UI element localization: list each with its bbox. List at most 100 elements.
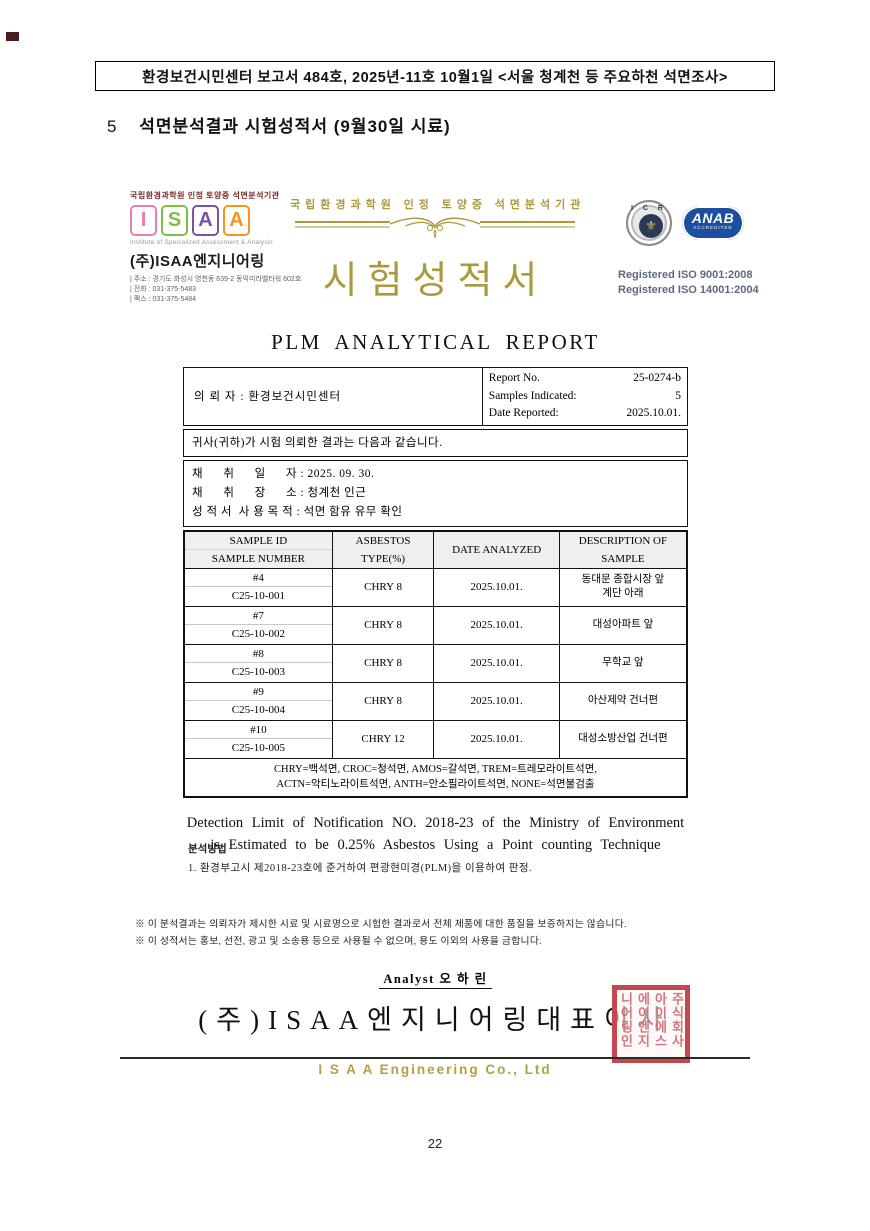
report-info-table: 의 뢰 자 : 환경보건시민센터 Report No. 25-0274-b Sa… xyxy=(183,367,688,426)
detection-line-2: is Estimated to be 0.25% Asbestos Using … xyxy=(210,837,661,854)
stamp-col: 에이엔지 xyxy=(635,992,651,1048)
sample-id: #9 xyxy=(185,683,332,701)
date-analyzed: 2025.10.01. xyxy=(433,605,560,645)
corner-mark xyxy=(6,32,19,41)
header-asbestos-type: ASBESTOS TYPE(%) xyxy=(331,530,435,569)
sample-number: C25-10-002 xyxy=(231,628,285,640)
analysis-method: 분석방법 1. 환경부고시 제2018-23호에 준거하여 편광현미경(PLM)… xyxy=(188,841,532,875)
stamp-col: 니어링인 xyxy=(618,992,634,1048)
samples-label: Samples Indicated: xyxy=(488,389,577,402)
results-table: SAMPLE ID SAMPLE NUMBER ASBESTOS TYPE(%)… xyxy=(183,529,688,798)
header-description: DESCRIPTION OF SAMPLE xyxy=(558,530,688,569)
date-reported-label: Date Reported: xyxy=(488,407,559,419)
table-row: #7 C25-10-002 CHRY 8 2025.10.01. 대성아파트 앞 xyxy=(183,605,688,645)
sample-number: C25-10-001 xyxy=(231,590,285,602)
sample-description: 대성소방산업 건너편 xyxy=(558,719,688,759)
date-analyzed: 2025.10.01. xyxy=(433,567,560,607)
ceo-signature: (주)ISAA엔지니어링대표이사 xyxy=(198,1005,672,1035)
report-no-row: Report No. 25-0274-b xyxy=(489,370,681,388)
legend-row: CHRY=백석면, CROC=청석면, AMOS=갈석면, TREM=트레모라이… xyxy=(183,757,688,798)
isaa-letter-s: S xyxy=(161,205,188,236)
report-no-value: 25-0274-b xyxy=(633,372,681,384)
intro-statement: 귀사(귀하)가 시험 의뢰한 결과는 다음과 같습니다. xyxy=(183,428,688,457)
results-header-row: SAMPLE ID SAMPLE NUMBER ASBESTOS TYPE(%)… xyxy=(183,530,688,569)
section-heading: 5 석면분석결과 시험성적서 (9월30일 시료) xyxy=(107,112,451,137)
sample-description: 아산제약 건너편 xyxy=(558,681,688,721)
sample-description: 동대문 종합시장 앞 계단 아래 xyxy=(558,567,688,607)
certificate-header: 국립환경과학원 인정 토양중 석면분석기관 시험성적서 xyxy=(290,196,580,304)
certificate-accreditation: 국립환경과학원 인정 토양중 석면분석기관 xyxy=(290,199,586,211)
date-analyzed: 2025.10.01. xyxy=(433,719,560,759)
section-title: 석면분석결과 시험성적서 (9월30일 시료) xyxy=(139,117,451,136)
isaa-letter-a1: A xyxy=(192,205,219,236)
asbestos-type: CHRY 8 xyxy=(331,567,435,607)
icr-emblem-icon: I C R ⚜ xyxy=(626,200,672,246)
isaa-letter-i: I xyxy=(130,205,157,236)
disclaimer-notes: ※ 이 분석결과는 의뢰자가 제시한 시료 및 시료명으로 시험한 결과로서 전… xyxy=(135,916,740,950)
isaa-fax: | 팩스 : 031-375-5484 xyxy=(130,296,197,304)
date-reported-value: 2025.10.01. xyxy=(626,407,681,419)
corporate-seal-stamp: 주식회사 아이에스 에이엔지 니어링인 xyxy=(612,985,690,1063)
isaa-logo-block: 국립환경과학원 인정 토양중 석면분석기관 I S A A Institute … xyxy=(130,190,310,305)
legend-line-1: CHRY=백석면, CROC=청석면, AMOS=갈석면, TREM=트레모라이… xyxy=(274,763,597,775)
sample-id: #8 xyxy=(185,645,332,663)
sample-description: 무학교 앞 xyxy=(558,643,688,683)
date-analyzed: 2025.10.01. xyxy=(433,681,560,721)
isaa-logo: I S A A xyxy=(130,205,310,236)
stamp-col: 아이에스 xyxy=(652,992,668,1048)
stamp-col: 주식회사 xyxy=(669,992,685,1048)
report-purpose: 성 적 서 사 용 목 적 : 석면 함유 유무 확인 xyxy=(192,505,403,518)
client-cell: 의 뢰 자 : 환경보건시민센터 xyxy=(184,368,483,425)
table-row: #4 C25-10-001 CHRY 8 2025.10.01. 동대문 종합시… xyxy=(183,567,688,607)
samples-value: 5 xyxy=(675,389,681,402)
footer-company-name: I S A A Engineering Co., Ltd xyxy=(318,1062,552,1077)
iso-registration: Registered ISO 9001:2008 Registered ISO … xyxy=(618,268,778,298)
signature-wrap: (주)ISAA엔지니어링대표이사 xyxy=(60,998,810,1037)
method-line: 1. 환경부고시 제2018-23호에 준거하여 편광현미경(PLM)을 이용하… xyxy=(188,863,533,874)
asbestos-type: CHRY 8 xyxy=(331,681,435,721)
asbestos-type: CHRY 8 xyxy=(331,643,435,683)
isaa-contact-info: | 주소 : 경기도 화성시 영천동 639-2 동익미라벨타워 602호 | … xyxy=(130,275,310,305)
disclaimer-note-1: ※ 이 분석결과는 의뢰자가 제시한 시료 및 시료명으로 시험한 결과로서 전… xyxy=(135,919,627,930)
anab-logo-icon: ANAB ACCREDITED xyxy=(682,206,744,240)
date-analyzed: 2025.10.01. xyxy=(433,643,560,683)
sample-number: C25-10-004 xyxy=(231,704,285,716)
isaa-subtitle: Institute of Specialized Assessment & An… xyxy=(130,239,273,246)
table-row: #8 C25-10-003 CHRY 8 2025.10.01. 무학교 앞 xyxy=(183,643,688,683)
analyst-line-wrap: Analyst 오 하 린 xyxy=(183,968,688,989)
isaa-accreditation-caption: 국립환경과학원 인정 토양중 석면분석기관 xyxy=(130,191,280,200)
sample-id: #4 xyxy=(185,569,332,587)
footer-divider xyxy=(120,1057,750,1059)
sample-id: #10 xyxy=(185,721,332,739)
report-meta-cell: Report No. 25-0274-b Samples Indicated: … xyxy=(483,368,687,425)
iso-14001: Registered ISO 14001:2004 xyxy=(618,283,759,296)
method-title: 분석방법 xyxy=(188,843,227,855)
legend-line-2: ACTN=악티노라이트석면, ANTH=안소필라이트석면, NONE=석면불검출 xyxy=(276,779,595,791)
detection-line-1: Detection Limit of Notification NO. 2018… xyxy=(186,815,685,831)
plm-report: PLM ANALYTICAL REPORT 의 뢰 자 : 환경보건시민센터 R… xyxy=(183,330,688,857)
icr-core-glyph: ⚜ xyxy=(639,214,663,238)
sampling-place: 채 취 장 소 : 청계천 인근 xyxy=(192,486,367,499)
emblems-row: I C R ⚜ ANAB ACCREDITED xyxy=(626,200,778,246)
certificate-ornament xyxy=(290,214,580,245)
isaa-address: | 주소 : 경기도 화성시 영천동 639-2 동익미라벨타워 602호 xyxy=(130,276,302,283)
accreditation-logos: I C R ⚜ ANAB ACCREDITED Registered ISO 9… xyxy=(618,200,778,298)
section-number: 5 xyxy=(107,117,117,136)
date-reported-row: Date Reported: 2025.10.01. xyxy=(489,405,681,423)
isaa-company-name: (주)ISAA엔지니어링 xyxy=(130,253,265,270)
report-no-label: Report No. xyxy=(488,372,540,384)
sampling-date: 채 취 일 자 : 2025. 09. 30. xyxy=(192,467,375,480)
sample-number: C25-10-003 xyxy=(231,666,285,678)
sampling-info-box: 채 취 일 자 : 2025. 09. 30. 채 취 장 소 : 청계천 인근… xyxy=(183,459,688,527)
asbestos-type: CHRY 12 xyxy=(331,719,435,759)
report-title: PLM ANALYTICAL REPORT xyxy=(271,330,600,354)
sample-description: 대성아파트 앞 xyxy=(558,605,688,645)
detection-limit-note: Detection Limit of Notification NO. 2018… xyxy=(183,812,688,857)
analyst-name: Analyst 오 하 린 xyxy=(379,968,492,989)
asbestos-type: CHRY 8 xyxy=(331,605,435,645)
samples-row: Samples Indicated: 5 xyxy=(489,388,681,406)
disclaimer-note-2: ※ 이 성적서는 홍보, 선전, 광고 및 소송용 등으로 사용될 수 없으며,… xyxy=(135,936,542,948)
sample-id: #7 xyxy=(185,607,332,625)
certificate-title: 시험성적서 xyxy=(322,260,548,302)
